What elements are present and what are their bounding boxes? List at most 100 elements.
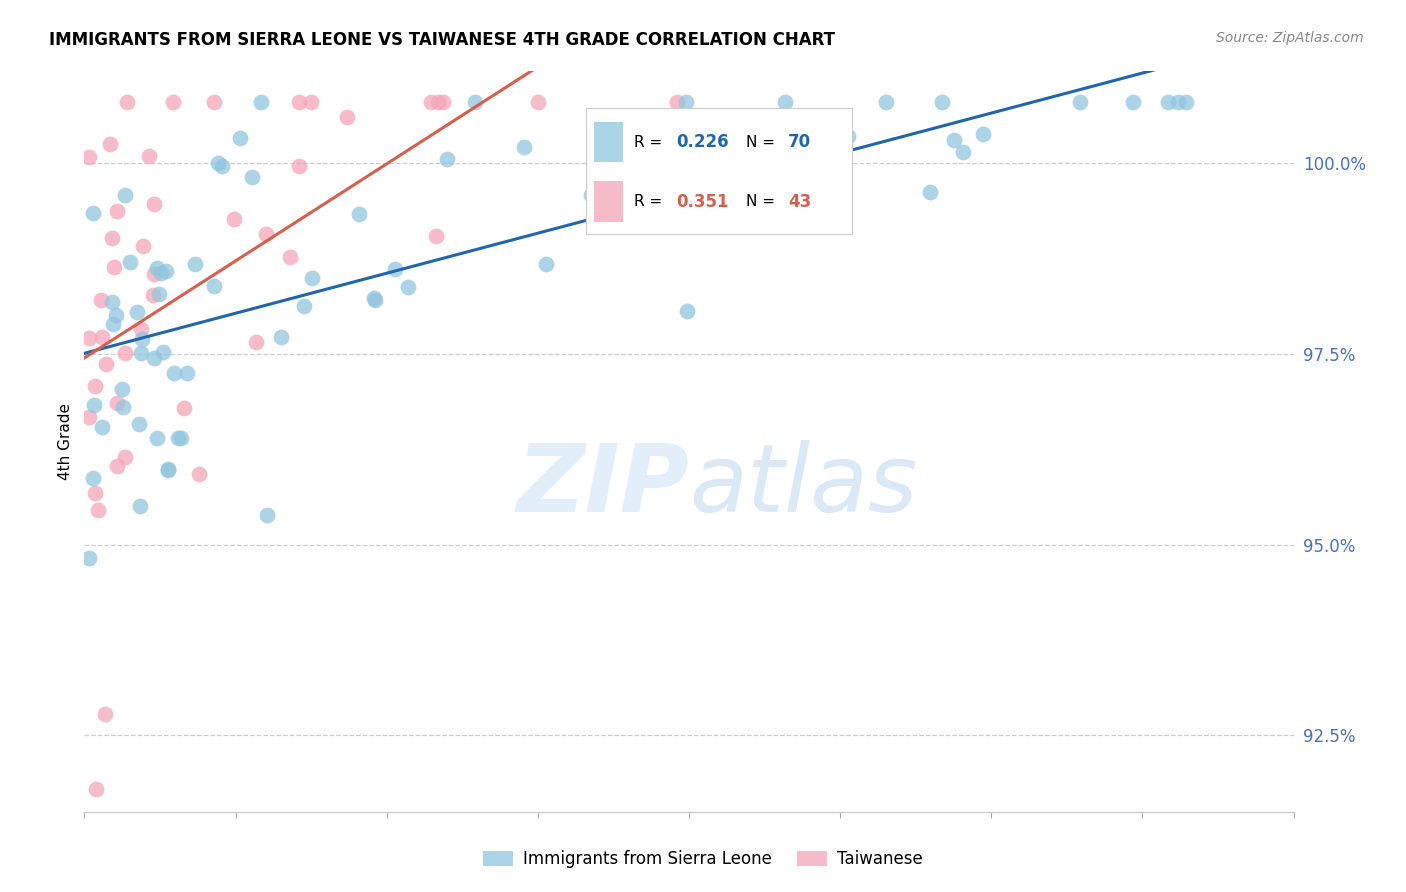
Point xyxy=(152,345,174,359)
Point xyxy=(425,229,447,244)
Point xyxy=(526,95,548,109)
Point xyxy=(114,450,136,465)
Point xyxy=(163,366,186,380)
Point xyxy=(952,145,974,160)
Point xyxy=(256,227,278,242)
Legend: Immigrants from Sierra Leone, Taiwanese: Immigrants from Sierra Leone, Taiwanese xyxy=(477,844,929,875)
Point xyxy=(90,293,112,307)
Point xyxy=(169,431,191,445)
Point xyxy=(131,332,153,346)
Point xyxy=(775,210,797,224)
Point xyxy=(138,149,160,163)
Point xyxy=(105,395,128,409)
Point xyxy=(665,95,688,109)
Point xyxy=(384,261,406,276)
Point xyxy=(364,293,387,307)
Point xyxy=(114,346,136,360)
Point xyxy=(131,239,153,253)
Point xyxy=(125,305,148,319)
Point xyxy=(77,409,100,424)
Point xyxy=(579,188,602,202)
Point xyxy=(105,204,128,219)
Point xyxy=(115,95,138,109)
Point xyxy=(128,417,150,431)
Point xyxy=(240,170,263,185)
Point xyxy=(118,254,141,268)
Point xyxy=(77,550,100,565)
Point xyxy=(129,499,152,513)
Point xyxy=(87,503,110,517)
Point xyxy=(101,294,124,309)
Point xyxy=(157,461,180,475)
Point xyxy=(79,330,101,344)
Point xyxy=(111,382,134,396)
Point xyxy=(728,125,751,139)
Point xyxy=(143,267,166,281)
Point xyxy=(534,257,557,271)
Point xyxy=(875,95,897,109)
Point xyxy=(103,260,125,275)
Point xyxy=(972,128,994,142)
Point xyxy=(288,95,311,109)
Point xyxy=(146,260,169,275)
Point xyxy=(837,128,859,143)
Point xyxy=(129,322,152,336)
Point xyxy=(146,431,169,445)
Point xyxy=(202,279,225,293)
Point xyxy=(245,334,267,349)
Text: Source: ZipAtlas.com: Source: ZipAtlas.com xyxy=(1216,31,1364,45)
Point xyxy=(143,196,166,211)
Point xyxy=(112,400,135,414)
Point xyxy=(683,200,706,214)
Point xyxy=(920,186,942,200)
Point xyxy=(931,95,953,109)
Point xyxy=(336,111,359,125)
Point xyxy=(292,299,315,313)
Point xyxy=(686,136,709,151)
Point xyxy=(142,287,165,301)
Point xyxy=(207,156,229,170)
Point xyxy=(420,95,443,109)
Point xyxy=(202,95,225,109)
Point xyxy=(1122,95,1144,109)
Point xyxy=(301,270,323,285)
Point xyxy=(222,211,245,226)
Point xyxy=(167,431,190,445)
Point xyxy=(676,303,699,318)
Point xyxy=(149,267,172,281)
Point xyxy=(464,95,486,109)
Text: atlas: atlas xyxy=(689,441,917,532)
Point xyxy=(148,286,170,301)
Point xyxy=(90,419,112,434)
Point xyxy=(299,95,322,109)
Point xyxy=(1167,95,1189,109)
Point xyxy=(188,467,211,481)
Point xyxy=(288,159,311,173)
Point xyxy=(114,188,136,202)
Point xyxy=(100,136,122,151)
Point xyxy=(211,159,233,173)
Point xyxy=(256,508,278,522)
Point xyxy=(105,308,128,322)
Point xyxy=(94,357,117,371)
Point xyxy=(103,318,125,332)
Point xyxy=(184,257,207,271)
Point xyxy=(943,133,966,147)
Point xyxy=(176,366,198,380)
Point xyxy=(82,471,104,485)
Point xyxy=(432,95,454,109)
Point xyxy=(129,345,152,359)
Point xyxy=(101,231,124,245)
Point xyxy=(77,151,100,165)
Point xyxy=(270,330,292,344)
Point xyxy=(229,131,252,145)
Point xyxy=(143,351,166,365)
Point xyxy=(157,463,180,477)
Point xyxy=(349,207,371,221)
Point xyxy=(436,152,458,166)
Text: ZIP: ZIP xyxy=(516,440,689,532)
Point xyxy=(250,95,273,109)
Point xyxy=(513,139,536,153)
Point xyxy=(155,264,177,278)
Y-axis label: 4th Grade: 4th Grade xyxy=(58,403,73,480)
